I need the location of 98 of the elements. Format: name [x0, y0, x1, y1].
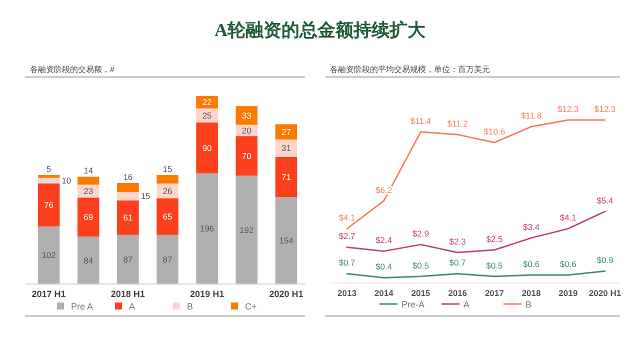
data-label: 192: [240, 224, 254, 235]
chart-subtitle: 各融资阶段的平均交易规模，单位：百万美元: [330, 65, 490, 74]
x-tick-label: 2018 H1: [110, 289, 145, 299]
data-label: 87: [162, 254, 172, 264]
data-label: 196: [200, 224, 214, 234]
data-label: $0.7: [338, 258, 356, 268]
data-label: $10.6: [484, 126, 506, 137]
data-label: $11.2: [447, 118, 468, 129]
data-label: 90: [202, 142, 212, 153]
bar: [156, 234, 178, 284]
data-label: $0.5: [412, 260, 430, 270]
x-tick-label: 2020 H1: [588, 288, 622, 298]
bar: [117, 200, 139, 235]
legend-label: B: [526, 300, 532, 310]
x-tick-label: 2018: [522, 288, 542, 298]
bar: [275, 197, 298, 284]
legend-label: A: [129, 302, 136, 312]
data-label: 15: [140, 191, 151, 202]
data-label: $2.3: [449, 236, 466, 247]
x-tick-label: 2016: [448, 288, 468, 298]
data-label: $12.3: [594, 104, 616, 114]
data-label: 22: [202, 97, 212, 108]
data-label: $4.1: [560, 212, 577, 223]
bar: [117, 192, 139, 200]
bar: [117, 182, 139, 192]
data-label: 65: [162, 212, 172, 222]
data-label: $0.6: [560, 259, 577, 270]
data-label: 10: [62, 176, 72, 186]
data-label: 14: [84, 166, 94, 176]
data-label: 31: [281, 143, 292, 154]
data-label: 23: [84, 186, 94, 196]
bar: [77, 236, 100, 284]
bar: [275, 139, 298, 157]
bar: [236, 106, 258, 125]
bar: [196, 173, 218, 284]
data-label: 102: [42, 250, 56, 260]
data-label: $0.9: [596, 255, 614, 266]
data-label: $11.8: [520, 110, 542, 121]
data-label: 16: [123, 172, 133, 182]
data-label: 87: [123, 254, 133, 264]
data-label: 25: [202, 110, 212, 120]
data-label: $3.4: [523, 222, 540, 232]
data-label: 84: [84, 255, 94, 266]
data-label: 15: [162, 164, 172, 174]
bar: [38, 175, 60, 178]
legend-label: A: [464, 300, 470, 310]
bar: [77, 176, 100, 185]
data-label: 33: [242, 110, 252, 120]
legend-label: Pre A: [71, 302, 94, 312]
bar: [275, 156, 298, 198]
bar: [156, 198, 178, 235]
legend-label: B: [187, 302, 194, 312]
bar: [38, 226, 60, 284]
x-tick-label: 2015: [411, 288, 430, 298]
chart-title: A轮融资的总金额持续扩大: [214, 20, 426, 40]
data-label: 76: [44, 200, 54, 210]
data-label: $12.3: [558, 104, 580, 114]
x-tick-label: 2014: [374, 288, 394, 298]
data-label: $4.1: [338, 212, 356, 223]
bar: [275, 124, 298, 140]
bar: [38, 178, 60, 184]
data-label: 71: [281, 172, 292, 182]
data-label: $5.4: [596, 195, 614, 206]
legend-label: C+: [245, 302, 257, 312]
bar: [196, 96, 218, 108]
x-tick-label: 2017 H1: [32, 289, 66, 299]
bar: [196, 108, 218, 123]
bar: [236, 176, 258, 284]
bar: [77, 198, 100, 237]
data-label: $2.5: [486, 234, 503, 244]
data-label: 70: [242, 150, 252, 161]
bar: [196, 122, 218, 174]
data-label: 154: [279, 236, 294, 246]
bar: [38, 184, 60, 226]
bar: [156, 175, 178, 184]
data-label: 69: [84, 212, 94, 222]
data-label: 27: [281, 126, 292, 137]
x-tick-label: 2019: [558, 288, 578, 298]
data-label: $0.5: [486, 260, 503, 270]
data-label: 61: [123, 212, 133, 223]
data-label: $0.7: [449, 258, 466, 268]
data-label: $0.4: [376, 262, 392, 272]
bar: [117, 234, 139, 284]
x-tick-label: 2017: [484, 288, 504, 298]
data-label: 20: [242, 125, 252, 136]
x-tick-label: 2013: [338, 288, 357, 298]
chart-subtitle: 各融资阶段的交易额，#: [30, 65, 115, 74]
legend-label: Pre-A: [402, 300, 425, 310]
x-tick-label: 2019 H1: [190, 289, 224, 299]
data-label: 26: [162, 186, 172, 196]
data-label: $11.4: [410, 116, 432, 126]
x-tick-label: 2020 H1: [269, 289, 304, 299]
data-label: $2.4: [376, 235, 392, 246]
data-label: $0.6: [523, 259, 540, 270]
data-label: 5: [46, 164, 52, 174]
data-label: $2.9: [412, 228, 430, 239]
data-label: $2.7: [338, 231, 356, 242]
bar: [236, 136, 258, 176]
